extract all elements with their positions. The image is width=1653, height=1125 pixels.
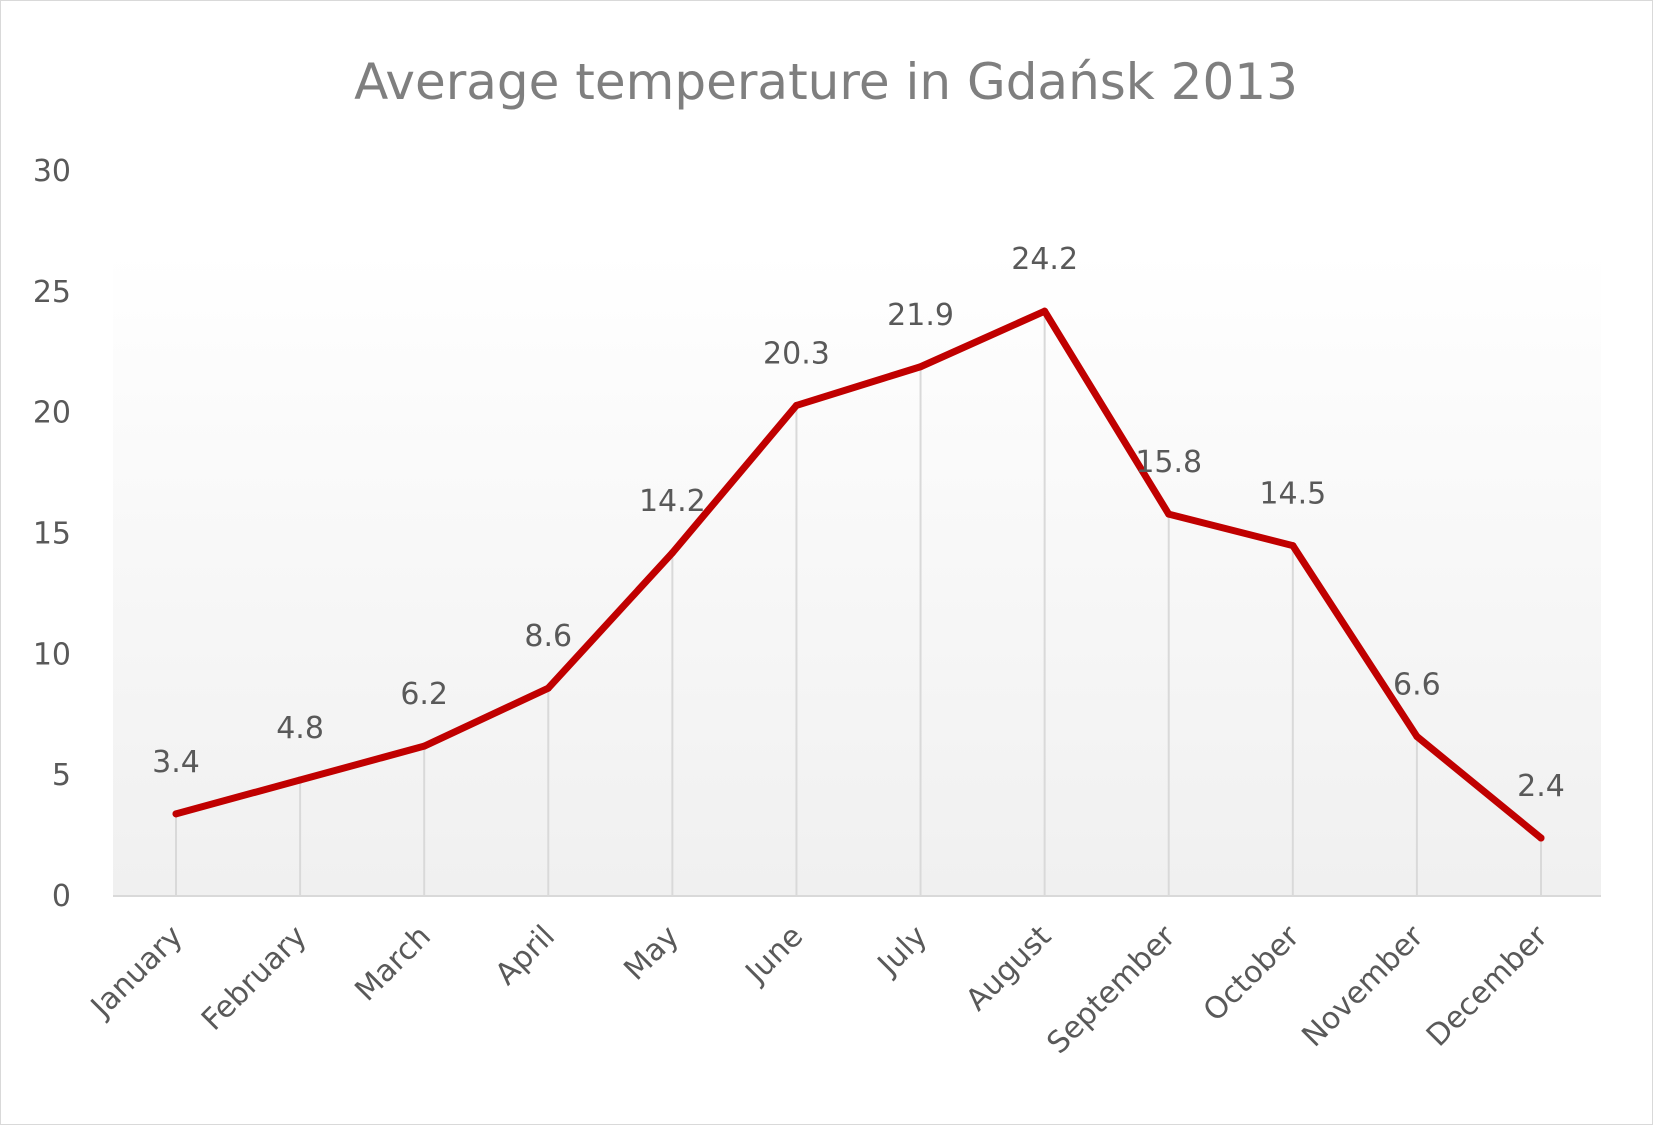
data-point — [792, 401, 800, 409]
data-label: 4.8 — [276, 711, 324, 746]
data-point — [420, 742, 428, 750]
data-points — [172, 307, 1545, 842]
x-tick-label: June — [738, 919, 810, 991]
x-tick-label: November — [1295, 918, 1431, 1054]
data-label: 6.2 — [400, 677, 448, 712]
data-point — [296, 776, 304, 784]
y-tick-label: 10 — [33, 637, 71, 672]
y-tick-label: 25 — [33, 275, 71, 310]
data-point — [1289, 542, 1297, 550]
x-tick-label: February — [195, 919, 314, 1038]
chart-title: Average temperature in Gdańsk 2013 — [354, 53, 1298, 111]
data-label: 6.6 — [1393, 668, 1441, 703]
data-label: 21.9 — [887, 298, 954, 333]
data-point — [1041, 307, 1049, 315]
data-label: 3.4 — [152, 745, 200, 780]
data-point — [1537, 834, 1545, 842]
x-tick-label: September — [1040, 918, 1182, 1060]
x-tick-label: May — [617, 919, 686, 988]
x-tick-label: August — [959, 919, 1058, 1018]
data-label: 24.2 — [1011, 242, 1078, 277]
data-label: 2.4 — [1517, 769, 1565, 804]
x-tick-label: July — [870, 919, 934, 983]
data-point — [668, 549, 676, 557]
x-tick-label: January — [83, 919, 190, 1026]
temperature-series-line — [172, 307, 1545, 842]
data-label: 20.3 — [763, 336, 830, 371]
data-label: 14.5 — [1259, 477, 1326, 512]
data-label: 14.2 — [639, 484, 706, 519]
y-tick-label: 30 — [33, 154, 71, 189]
data-point — [1413, 733, 1421, 740]
y-axis: 0 5 10 15 20 25 30 — [33, 154, 71, 914]
x-axis: January February March April May June July Augu… — [83, 918, 1555, 1060]
data-label: 8.6 — [524, 619, 572, 654]
data-point — [917, 363, 925, 371]
data-point — [172, 810, 180, 818]
plot-background — [113, 251, 1601, 896]
x-tick-label: March — [348, 919, 437, 1008]
x-tick-label: April — [489, 919, 562, 992]
x-tick-label: October — [1197, 918, 1307, 1028]
data-point — [544, 684, 552, 692]
x-tick-label: December — [1420, 918, 1555, 1053]
y-tick-label: 15 — [33, 517, 71, 552]
data-label: 15.8 — [1135, 445, 1202, 480]
y-tick-label: 0 — [52, 879, 71, 914]
y-tick-label: 5 — [52, 758, 71, 793]
data-labels: 3.4 4.8 6.2 8.6 14.2 20.3 21.9 24.2 15.8 14.5 6.6 2… — [152, 242, 1565, 804]
drop-lines — [175, 311, 1542, 896]
y-tick-label: 20 — [33, 396, 71, 431]
data-point — [1165, 510, 1173, 518]
